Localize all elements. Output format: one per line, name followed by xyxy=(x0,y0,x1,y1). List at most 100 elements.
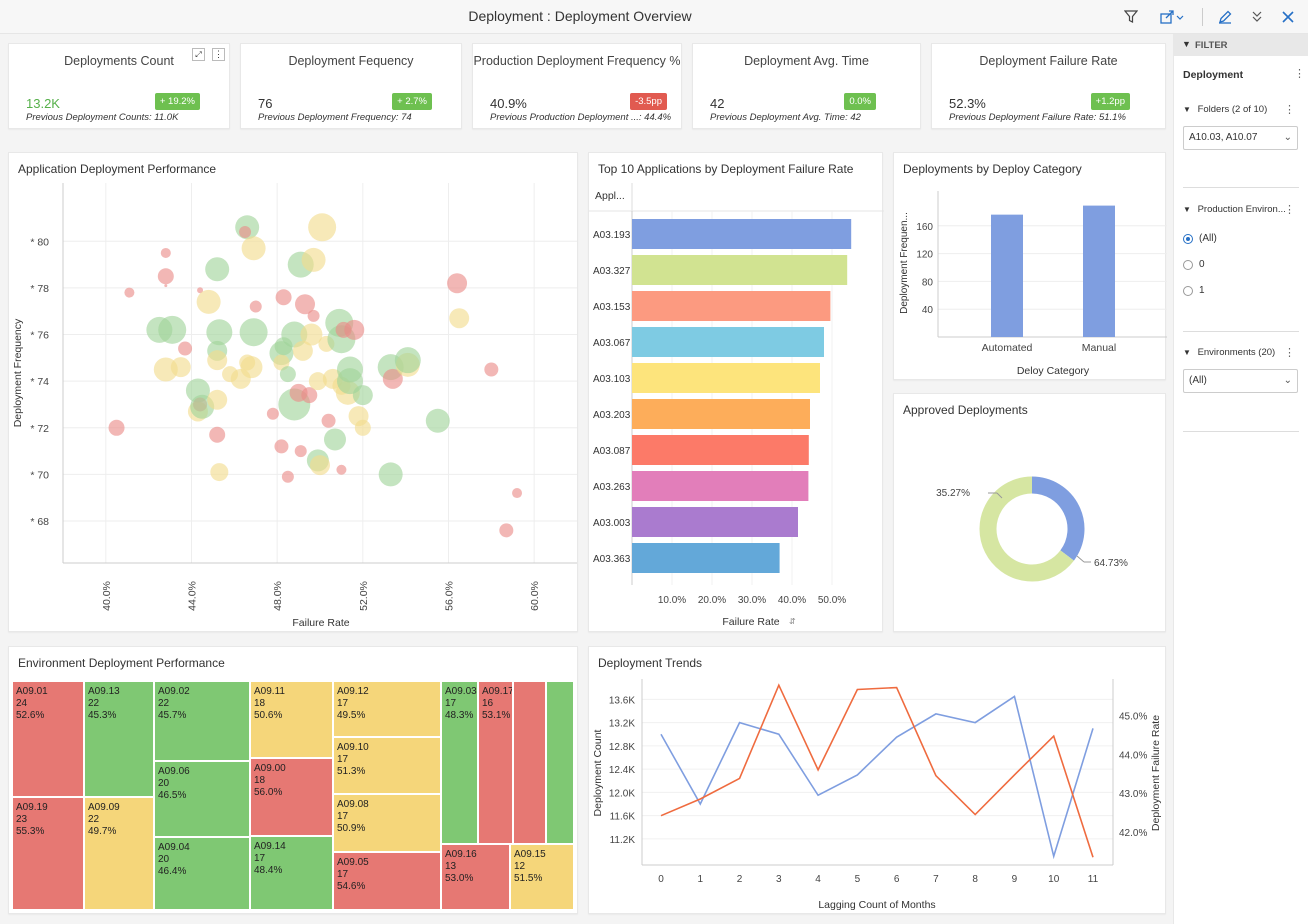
filter-icon[interactable] xyxy=(1120,6,1142,28)
panel-deployment-trends[interactable]: Deployment Trends 11.2K 11.6K 12.0K 12.4K 12… xyxy=(588,646,1166,914)
folders-select[interactable]: A10.03, A10.07 ⌄ xyxy=(1183,126,1298,150)
expand-icon[interactable]: ⤢ xyxy=(192,48,205,61)
panel-environment-deployment-performance[interactable]: Environment Deployment Performance A09.0… xyxy=(8,646,578,914)
x-tick-label: 0 xyxy=(658,874,664,885)
bubble xyxy=(164,284,168,288)
bar xyxy=(1083,205,1115,337)
bubble xyxy=(382,368,403,389)
treemap-cell[interactable]: A09.02 22 45.7% xyxy=(154,681,250,761)
radio-1[interactable]: 1 xyxy=(1183,285,1205,296)
divider xyxy=(1183,187,1299,188)
treemap-cell-rate: 53.1% xyxy=(482,710,511,721)
panel-top-10-applications[interactable]: Top 10 Applications by Deployment Failur… xyxy=(588,152,884,633)
y-tick-label: 13.6K xyxy=(609,695,635,706)
panel-approved-deployments[interactable]: Approved Deployments 35.27% 64.73% xyxy=(893,393,1166,632)
treemap-cell-rate: 48.4% xyxy=(254,865,283,876)
folders-filter-header[interactable]: ▼ Folders (2 of 10) xyxy=(1183,104,1267,115)
collapse-triangle-icon: ▼ xyxy=(1183,205,1191,214)
kpi-production-deployment-frequency[interactable]: Production Deployment Frequency % 40.9% … xyxy=(472,43,682,129)
close-icon[interactable] xyxy=(1277,6,1299,28)
kebab-menu-icon[interactable]: ⋮ xyxy=(1284,347,1295,359)
treemap[interactable]: A09.01 24 52.6% A09.19 23 55.3% A09.13 22 45.3% A… xyxy=(12,681,576,911)
panel-deploy-category[interactable]: Deployments by Deploy Category 40 80 120 16… xyxy=(893,152,1167,381)
treemap-cell[interactable]: A09.09 22 49.7% xyxy=(84,797,154,910)
production-environment-filter-header[interactable]: ▼ Production Environ... xyxy=(1183,204,1286,215)
treemap-cell[interactable]: A09.05 17 54.6% xyxy=(333,852,441,910)
treemap-cell-rate: 54.6% xyxy=(337,881,366,892)
export-icon[interactable] xyxy=(1158,6,1188,28)
kpi-deployment-failure-rate[interactable]: Deployment Failure Rate 52.3% +1.2pp Pre… xyxy=(931,43,1166,129)
bubble xyxy=(294,445,307,458)
treemap-cell-name: A09.11 xyxy=(254,686,285,697)
treemap-cell[interactable]: A09.15 12 51.5% xyxy=(510,844,574,910)
treemap-cell[interactable]: A09.14 17 48.4% xyxy=(250,836,333,910)
bubble xyxy=(308,372,327,391)
bubble xyxy=(241,236,266,261)
radio-0[interactable]: 0 xyxy=(1183,259,1205,270)
divider xyxy=(1183,331,1299,332)
treemap-cell[interactable]: A09.03 17 48.3% xyxy=(441,681,478,844)
radio-selected-icon xyxy=(1183,233,1193,244)
treemap-cell[interactable]: A09.10 17 51.3% xyxy=(333,737,441,794)
kpi-deployment-avg-time[interactable]: Deployment Avg. Time 42 0.0% Previous De… xyxy=(692,43,921,129)
hbar-chart[interactable]: Appl... 10.0% 20.0% 30.0% 40.0% 50.0% A03.193 A… xyxy=(589,153,884,633)
environments-label: Environments (20) xyxy=(1197,347,1276,358)
treemap-cell[interactable] xyxy=(513,681,546,844)
treemap-cell[interactable]: A09.08 17 50.9% xyxy=(333,794,441,852)
category-label: A03.003 xyxy=(593,518,631,529)
y2-tick-label: 42.0% xyxy=(1119,828,1147,839)
kebab-menu-icon[interactable]: ⋮ xyxy=(1284,104,1295,116)
y-tick-label: 13.2K xyxy=(609,719,635,730)
environments-filter-header[interactable]: ▼ Environments (20) xyxy=(1183,347,1275,358)
kpi-badge: + 19.2% xyxy=(154,93,200,110)
bubble xyxy=(197,287,204,294)
panel-title: Deployments by Deploy Category xyxy=(903,162,1082,176)
treemap-cell[interactable]: A09.17 16 53.1% xyxy=(478,681,513,844)
kpi-deployment-frequency[interactable]: Deployment Fequency 76 + 2.7% Previous D… xyxy=(240,43,462,129)
pencil-icon[interactable] xyxy=(1214,6,1236,28)
treemap-cell[interactable]: A09.12 17 49.5% xyxy=(333,681,441,737)
x-axis-title: Failure Rate xyxy=(722,616,779,628)
kebab-menu-icon[interactable]: ⋮ xyxy=(1284,204,1295,216)
y-tick-label: * 68 xyxy=(30,516,49,528)
treemap-cell[interactable]: A09.11 18 50.6% xyxy=(250,681,333,758)
bubble xyxy=(207,350,228,371)
bubble-chart[interactable]: * 68 * 70 * 72 * 74 * 76 * 78 * 80 40.0% 44.0% 48… xyxy=(9,153,579,633)
y-tick-label: * 78 xyxy=(30,283,49,295)
bubble xyxy=(207,389,228,410)
line-chart[interactable]: 11.2K 11.6K 12.0K 12.4K 12.8K 13.2K 13.6K 42.0%… xyxy=(589,647,1167,915)
bubble xyxy=(205,257,230,282)
toolbar-divider xyxy=(1202,8,1203,26)
donut-chart[interactable]: 35.27% 64.73% xyxy=(894,394,1167,633)
treemap-cell[interactable]: A09.06 20 46.5% xyxy=(154,761,250,837)
bubble xyxy=(239,225,252,238)
kpi-deployments-count[interactable]: Deployments Count ⤢ ⋮ 13.2K + 19.2% Prev… xyxy=(8,43,230,129)
treemap-cell[interactable] xyxy=(546,681,574,844)
treemap-cell[interactable]: A09.00 18 56.0% xyxy=(250,758,333,836)
radio-icon xyxy=(1183,285,1193,296)
bubble xyxy=(307,309,320,322)
treemap-cell-rate: 51.3% xyxy=(337,766,366,777)
kpi-badge: +1.2pp xyxy=(1090,93,1130,110)
x-tick-label: 56.0% xyxy=(444,581,456,611)
kpi-previous: Previous Deployment Avg. Time: 42 xyxy=(710,112,861,123)
treemap-cell[interactable]: A09.19 23 55.3% xyxy=(12,797,84,910)
environments-select[interactable]: (All) ⌄ xyxy=(1183,369,1298,393)
kebab-menu-icon[interactable]: ⋮ xyxy=(212,48,225,61)
x-tick-label: 60.0% xyxy=(529,581,541,611)
y-tick-label: 11.6K xyxy=(610,812,636,823)
panel-application-deployment-performance[interactable]: Application Deployment Performance * 68 *… xyxy=(8,152,578,632)
treemap-cell[interactable]: A09.04 20 46.4% xyxy=(154,837,250,910)
x-tick-label: 30.0% xyxy=(738,595,766,606)
radio-all[interactable]: (All) xyxy=(1183,233,1217,244)
radio-label: 0 xyxy=(1199,259,1205,270)
x-tick-label: 11 xyxy=(1088,874,1099,885)
double-chevron-icon[interactable] xyxy=(1246,6,1268,28)
kebab-menu-icon[interactable]: ⋮ xyxy=(1294,68,1305,80)
bubble xyxy=(124,287,135,298)
treemap-cell[interactable]: A09.01 24 52.6% xyxy=(12,681,84,797)
treemap-cell[interactable]: A09.13 22 45.3% xyxy=(84,681,154,797)
bubble xyxy=(281,470,294,483)
treemap-cell[interactable]: A09.16 13 53.0% xyxy=(441,844,510,910)
